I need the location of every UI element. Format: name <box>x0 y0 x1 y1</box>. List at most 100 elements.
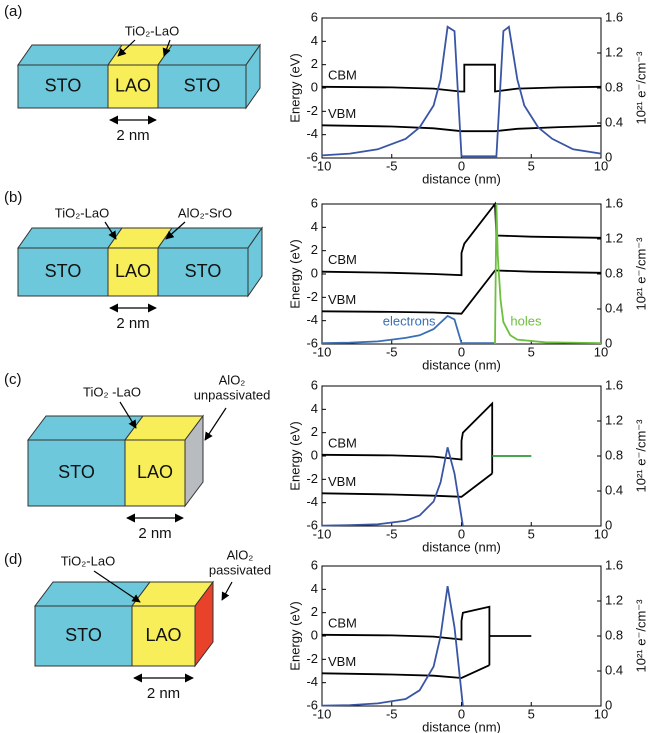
x-tick-label: 5 <box>528 706 535 721</box>
x-axis-label: distance (nm) <box>422 539 501 554</box>
y2-tick-label: 0.4 <box>605 482 623 497</box>
y-tick-label: 2 <box>311 424 318 439</box>
panel-label: (d) <box>4 551 22 568</box>
y2-tick-label: 1.2 <box>605 230 623 245</box>
y-tick-label: 4 <box>311 401 318 416</box>
series-label: VBM <box>328 474 356 489</box>
annotation: AlO₂ <box>227 547 254 562</box>
y2-tick-label: 0.4 <box>605 662 623 677</box>
y2-tick-label: 0 <box>605 697 612 712</box>
series-label: CBM <box>328 67 357 82</box>
block-top <box>17 44 123 66</box>
series-line <box>321 447 464 527</box>
annotation-arrow <box>165 221 186 240</box>
block-front <box>27 439 126 507</box>
block-top <box>17 227 123 249</box>
y2-tick-label: 0 <box>605 517 612 532</box>
series-label: CBM <box>328 252 357 267</box>
annotation: TiO₂ -LaO <box>83 384 141 399</box>
block-label: STO <box>45 75 82 95</box>
y-tick-label: 2 <box>311 56 318 71</box>
panel-label: (c) <box>4 371 22 388</box>
x-tick-label: -10 <box>313 526 332 541</box>
width-label: 2 nm <box>138 525 171 542</box>
y2-tick-label: 0.4 <box>605 300 623 315</box>
y-tick-label: -4 <box>306 312 318 327</box>
y-tick-label: 0 <box>311 447 318 462</box>
block-front <box>17 64 109 109</box>
x-tick-label: -10 <box>313 158 332 173</box>
block-front <box>124 439 186 507</box>
x-tick-label: 10 <box>594 344 608 359</box>
annotation: TiO₂-LaO <box>55 205 109 220</box>
annotation: passivated <box>209 562 271 577</box>
series-line <box>321 401 494 474</box>
x-tick-label: 5 <box>528 344 535 359</box>
series-label: holes <box>510 313 542 328</box>
y2-tick-label: 1.2 <box>605 412 623 427</box>
annotation-arrow <box>93 570 141 603</box>
x-tick-label: 5 <box>528 526 535 541</box>
block-end <box>184 414 204 508</box>
x-tick-label: 0 <box>458 344 465 359</box>
y-tick-label: -4 <box>306 674 318 689</box>
block-end <box>245 43 261 110</box>
y-tick-label: 6 <box>311 195 318 210</box>
y-tick-label: 0 <box>311 627 318 642</box>
x-tick-label: -5 <box>386 344 398 359</box>
block-label: LAO <box>137 462 173 482</box>
x-axis-label: distance (nm) <box>422 719 501 733</box>
annotation: TiO₂-LaO <box>125 23 179 38</box>
series-label: electrons <box>383 313 436 328</box>
block-front <box>17 247 109 297</box>
y-tick-label: -2 <box>306 289 318 304</box>
annotation: TiO₂-LaO <box>61 553 115 568</box>
y-axis-label: Energy (eV) <box>287 53 302 122</box>
annotation-arrow <box>117 39 136 57</box>
series-label: VBM <box>328 292 356 307</box>
annotation-arrow <box>104 221 117 240</box>
series-line <box>321 585 464 707</box>
block-front <box>34 605 133 667</box>
y2-axis-label: 10²¹ e⁻/cm⁻³ <box>633 599 648 673</box>
annotation-arrow <box>204 407 227 441</box>
block-top <box>157 227 263 249</box>
y2-tick-label: 0.8 <box>605 447 623 462</box>
y-tick-label: 4 <box>311 581 318 596</box>
series-line <box>321 605 491 666</box>
block-label: LAO <box>145 625 181 645</box>
x-tick-label: -10 <box>313 706 332 721</box>
block-label: STO <box>184 75 221 95</box>
x-tick-label: -5 <box>386 706 398 721</box>
block-top <box>27 415 144 441</box>
block-label: STO <box>58 462 95 482</box>
block-end <box>247 226 263 298</box>
width-label: 2 nm <box>116 315 149 332</box>
panel: (b) STO LAO 2 nm STO TiO₂-LaO AlO₂-SrO -10 -5 0 5 1… <box>4 189 648 372</box>
y-tick-label: -6 <box>306 697 318 712</box>
series-line <box>321 472 493 498</box>
x-tick-label: -5 <box>386 158 398 173</box>
x-axis-label: distance (nm) <box>422 357 501 372</box>
series-label: VBM <box>328 106 356 121</box>
y-tick-label: -4 <box>306 126 318 141</box>
series-label: CBM <box>328 435 357 450</box>
annotation: unpassivated <box>194 387 271 402</box>
y2-tick-label: 0.8 <box>605 627 623 642</box>
series-line <box>321 63 602 93</box>
y-tick-label: 4 <box>311 219 318 234</box>
y-tick-label: 0 <box>311 79 318 94</box>
y-tick-label: -2 <box>306 103 318 118</box>
y-tick-label: 2 <box>311 242 318 257</box>
block-label: STO <box>185 261 222 281</box>
y2-tick-label: 1.6 <box>605 557 623 572</box>
panel-label: (b) <box>4 189 22 206</box>
y-axis-label: Energy (eV) <box>287 239 302 308</box>
series-line <box>321 664 490 679</box>
y2-axis-label: 10²¹ e⁻/cm⁻³ <box>633 237 648 311</box>
x-tick-label: 10 <box>594 706 608 721</box>
block-front <box>157 64 247 109</box>
